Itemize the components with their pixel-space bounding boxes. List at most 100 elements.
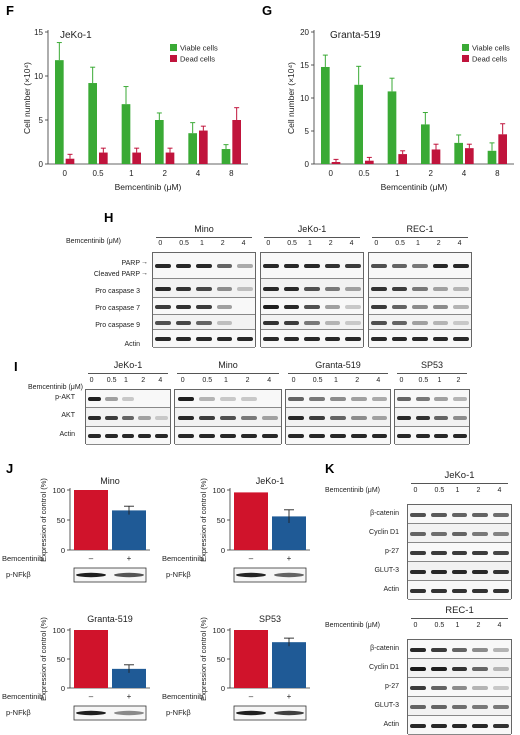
blot-band (412, 286, 428, 291)
y-axis-label: Cell number (×10⁴) (286, 62, 296, 134)
y-tick-label: 20 (300, 28, 309, 37)
chart-j-granta519: Granta-519 0 50 100 Expression of control (%… (2, 614, 150, 721)
blot-band (345, 286, 361, 291)
blot-band (155, 304, 171, 309)
dose-value: 1 (455, 622, 460, 629)
x-tick-label: 2 (428, 169, 433, 178)
blot-band (196, 320, 212, 325)
dose-value: 1 (416, 240, 420, 247)
blot-band (263, 320, 279, 325)
blot-band (410, 666, 427, 671)
blot-band (216, 264, 233, 268)
blot-strip (233, 567, 307, 583)
blot-band (472, 666, 488, 671)
blot-band (138, 415, 152, 420)
blot-band (198, 415, 215, 420)
blot-band (371, 286, 387, 291)
blot-band (432, 304, 449, 309)
y-axis-label: Cell number (×10⁴) (22, 62, 32, 134)
bar-control (74, 490, 108, 550)
dose-value: 0 (374, 240, 379, 247)
dose-label: Bemcentinib (μM) (66, 238, 121, 245)
blot-band (431, 647, 447, 652)
dose-value: 2 (220, 240, 225, 247)
y-tick-label: 50 (57, 516, 65, 525)
group-label: Mino (194, 224, 214, 234)
blot-band (492, 569, 509, 574)
blot-strip (73, 567, 147, 583)
y-tick-label: 50 (57, 655, 65, 664)
blot-band (309, 434, 326, 438)
dose-value: 4 (376, 377, 381, 384)
blot-band (88, 415, 101, 420)
blot-band (391, 320, 408, 325)
blot-band (155, 264, 171, 268)
y-tick-label: 15 (34, 28, 43, 37)
chart-title: JeKo-1 (256, 476, 285, 486)
bemcentinib-label: Bemcentinib (2, 692, 43, 701)
blot-band (219, 434, 237, 438)
blot-row-strip (153, 253, 255, 279)
blot-band (410, 685, 427, 690)
row-label: Pro caspase 7 (95, 305, 140, 312)
blot-band (412, 264, 428, 268)
bar-viable (55, 60, 64, 164)
bar-control (234, 630, 268, 688)
blot-band (371, 397, 388, 401)
group-label: JeKo-1 (297, 224, 327, 234)
bar-viable (487, 150, 497, 164)
legend-swatch-dead (170, 55, 177, 62)
blot-band (175, 286, 192, 291)
legend-swatch-viable (462, 44, 469, 51)
blot-band (492, 647, 509, 652)
dose-value: 0.5 (202, 377, 213, 384)
bar-dead (398, 154, 407, 164)
blot-band (412, 337, 428, 341)
blot-row-strip (153, 279, 255, 298)
blot-band (304, 264, 320, 268)
x-tick-label: 1 (395, 169, 400, 178)
blot-band (451, 588, 468, 593)
blot-band (397, 397, 412, 401)
y-tick-label: 0 (39, 160, 44, 169)
dose-value: 0 (266, 240, 271, 247)
x-tick-label: + (287, 692, 292, 701)
blot-band (453, 286, 469, 291)
blot-band (472, 685, 488, 690)
blot-row-strip (175, 408, 281, 427)
blot-row-strip (408, 716, 511, 735)
row-label: β-catenin (370, 509, 399, 517)
dose-value: 1 (308, 240, 312, 247)
blot-row-strip (369, 279, 471, 298)
blot-band (472, 512, 488, 517)
blot-row-strip (408, 505, 511, 524)
dose-value: 0 (399, 377, 404, 384)
blot-band (288, 397, 305, 401)
blot-band (434, 397, 449, 401)
blot-band (274, 572, 304, 578)
blot-band (304, 286, 320, 291)
x-tick-label: 0 (328, 169, 333, 178)
chart-title: Mino (100, 476, 120, 486)
blot-band (283, 337, 300, 341)
blot-row-strip (86, 408, 170, 427)
bar-dead (132, 152, 141, 164)
blot-row-strip (175, 427, 281, 445)
blot-band (288, 415, 305, 420)
blot-band (410, 704, 427, 709)
x-tick-label: 8 (229, 169, 234, 178)
bar-dead (65, 158, 75, 164)
y-tick-label: 15 (300, 61, 309, 70)
bar-dead (365, 160, 374, 164)
blot-band (175, 304, 192, 309)
dose-value: 2 (245, 377, 250, 384)
legend-label-dead: Dead cells (472, 55, 507, 64)
group-underline (156, 237, 252, 238)
blot-band (410, 569, 427, 574)
legend-swatch-dead (462, 55, 469, 62)
row-label: p-AKT (55, 394, 75, 401)
blot-label: p-NFkβ (6, 570, 31, 579)
bar-viable (321, 66, 330, 164)
bar-dead (199, 130, 208, 164)
dose-value: 4 (241, 240, 246, 247)
